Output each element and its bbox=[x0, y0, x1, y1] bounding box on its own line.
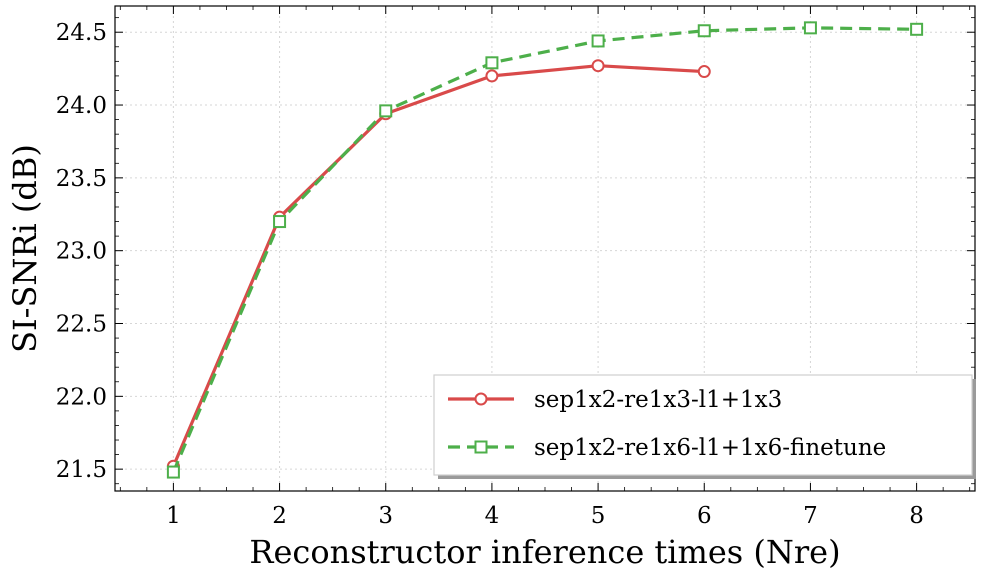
x-tick-label: 2 bbox=[272, 503, 287, 529]
tick-labels: 1 2 3 4 5 6 7 8 21.5 22.0 22.5 23.0 23.5 24.0 24.5 bbox=[56, 20, 924, 529]
ticks bbox=[115, 6, 975, 491]
x-tick-label: 3 bbox=[378, 503, 393, 529]
x-tick-label: 1 bbox=[166, 503, 181, 529]
y-tick-label: 24.0 bbox=[56, 93, 107, 119]
legend-marker bbox=[474, 392, 488, 406]
legend-entries: sep1x2-re1x3-l1+1x3 sep1x2-re1x6-l1+1x6-f… bbox=[448, 387, 886, 461]
data-point bbox=[166, 465, 180, 479]
data-point bbox=[379, 104, 393, 118]
series-layer bbox=[166, 21, 924, 479]
y-tick-label: 23.5 bbox=[56, 166, 107, 192]
data-point bbox=[591, 34, 605, 48]
x-tick-label: 5 bbox=[591, 503, 606, 529]
x-tick-label: 7 bbox=[803, 503, 818, 529]
data-point bbox=[697, 24, 711, 38]
y-tick-label: 23.0 bbox=[56, 239, 107, 265]
data-point bbox=[591, 59, 605, 73]
y-tick-label: 22.5 bbox=[56, 312, 107, 338]
y-axis-label: SI-SNRi (dB) bbox=[6, 144, 44, 353]
y-tick-label: 24.5 bbox=[56, 20, 107, 46]
x-tick-label: 8 bbox=[909, 503, 924, 529]
legend-label-1: sep1x2-re1x3-l1+1x3 bbox=[534, 387, 782, 413]
legend-marker bbox=[474, 440, 488, 454]
legend: sep1x2-re1x3-l1+1x3 sep1x2-re1x6-l1+1x6-f… bbox=[433, 374, 976, 479]
y-tick-label: 22.0 bbox=[56, 384, 107, 410]
legend-box bbox=[433, 374, 973, 476]
y-tick-label: 21.5 bbox=[56, 457, 107, 483]
data-point bbox=[273, 215, 287, 229]
x-tick-label: 4 bbox=[485, 503, 500, 529]
series-line-1 bbox=[171, 64, 705, 467]
data-point bbox=[485, 56, 499, 70]
legend-label-2: sep1x2-re1x6-l1+1x6-finetune bbox=[534, 435, 886, 461]
data-point bbox=[910, 22, 924, 36]
data-point bbox=[697, 65, 711, 79]
x-axis-label: Reconstructor inference times (Nre) bbox=[249, 533, 840, 571]
series-line-2 bbox=[171, 26, 917, 473]
x-tick-label: 6 bbox=[697, 503, 712, 529]
data-point bbox=[485, 69, 499, 83]
data-point bbox=[803, 21, 817, 35]
